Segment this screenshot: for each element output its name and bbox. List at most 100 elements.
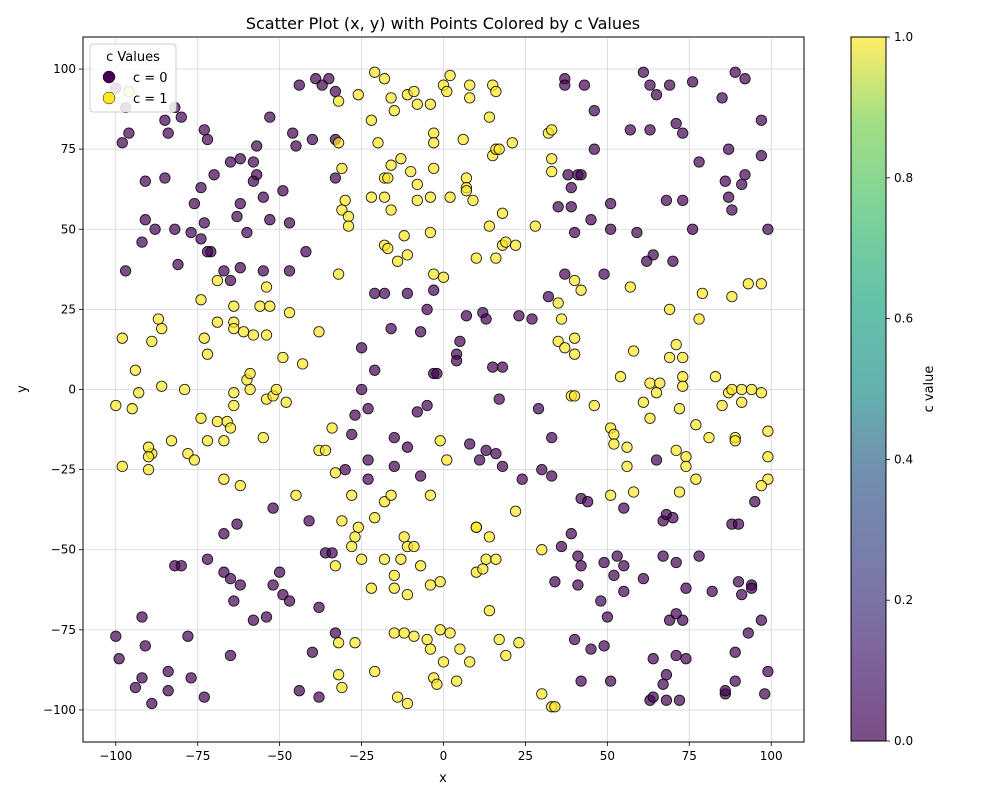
data-point	[365, 582, 378, 594]
data-point	[431, 367, 443, 380]
data-point	[251, 140, 263, 152]
data-point	[332, 268, 345, 280]
data-point	[568, 274, 581, 287]
data-point	[247, 614, 260, 626]
data-point	[346, 540, 358, 553]
data-point	[677, 127, 689, 139]
data-point	[395, 153, 407, 165]
colorbar: 0.0 0.2 0.4 0.6 0.8 1.0 c value	[850, 30, 937, 748]
data-point	[536, 544, 548, 556]
data-point	[483, 604, 496, 617]
data-point	[670, 556, 682, 569]
data-point	[224, 422, 237, 434]
data-point	[224, 274, 237, 287]
data-point	[231, 518, 243, 530]
data-point	[647, 691, 659, 703]
data-point	[650, 387, 663, 399]
data-point	[722, 191, 735, 203]
data-point	[598, 556, 610, 569]
data-point	[673, 486, 686, 498]
data-point	[644, 124, 656, 136]
data-point	[546, 153, 558, 165]
data-point	[641, 255, 653, 267]
data-point	[378, 287, 391, 300]
data-point	[388, 627, 400, 639]
data-point	[316, 79, 328, 91]
data-point	[690, 419, 702, 431]
data-point	[332, 669, 345, 681]
data-point	[362, 403, 374, 415]
data-point	[624, 124, 636, 136]
data-point	[110, 399, 122, 412]
data-point	[568, 332, 581, 344]
data-point	[480, 553, 492, 565]
data-point	[201, 553, 214, 565]
data-point	[267, 502, 279, 514]
data-point	[526, 313, 538, 325]
data-point	[555, 540, 568, 553]
data-point	[369, 512, 381, 524]
data-point	[762, 223, 774, 235]
data-point	[339, 194, 351, 207]
data-point	[401, 287, 414, 300]
data-point	[283, 217, 296, 229]
data-point	[234, 479, 246, 492]
colorbar-tick-label: 0.6	[894, 312, 913, 326]
x-axis-label: x	[439, 771, 447, 786]
data-point	[365, 191, 378, 203]
data-point	[460, 172, 473, 184]
data-point	[670, 117, 682, 130]
data-point	[762, 425, 774, 437]
data-point	[667, 512, 679, 524]
data-point	[513, 637, 525, 649]
data-point	[391, 691, 404, 703]
data-point	[218, 435, 230, 447]
data-point	[421, 399, 433, 412]
data-point	[178, 383, 191, 396]
legend-marker-c0	[102, 70, 116, 84]
data-point	[244, 383, 256, 396]
data-point	[391, 255, 404, 267]
data-point	[159, 172, 171, 184]
data-point	[136, 236, 148, 248]
data-point	[601, 611, 614, 623]
data-point	[604, 489, 617, 501]
data-point	[349, 409, 361, 421]
x-tick-label: −100	[99, 749, 132, 763]
data-point	[247, 175, 260, 187]
y-tick-label: 100	[53, 62, 76, 76]
data-point	[142, 463, 155, 476]
data-point	[755, 149, 768, 162]
data-point	[424, 98, 437, 110]
data-point	[385, 92, 397, 104]
data-point	[627, 486, 640, 498]
data-point	[490, 447, 502, 460]
data-point	[732, 576, 745, 588]
data-point	[346, 489, 358, 501]
data-point	[549, 701, 561, 713]
data-point	[618, 560, 630, 572]
data-point	[264, 300, 276, 312]
data-point	[201, 133, 214, 146]
data-point	[211, 316, 224, 328]
data-point	[657, 550, 669, 562]
data-point	[693, 313, 705, 325]
data-point	[116, 137, 128, 149]
data-point	[755, 278, 768, 290]
data-point	[496, 207, 509, 219]
data-point	[411, 406, 423, 418]
data-point	[116, 460, 128, 473]
data-point	[119, 265, 132, 277]
data-point	[464, 92, 476, 104]
data-point	[578, 79, 591, 91]
data-point	[277, 185, 289, 197]
data-point	[428, 284, 440, 296]
data-point	[136, 611, 148, 623]
data-point	[293, 685, 305, 697]
data-point	[670, 649, 682, 662]
data-point	[546, 431, 558, 444]
x-tick-label: 25	[518, 749, 533, 763]
data-point	[608, 438, 620, 450]
data-point	[385, 489, 397, 501]
colorbar-tick-label: 0.4	[894, 452, 913, 466]
